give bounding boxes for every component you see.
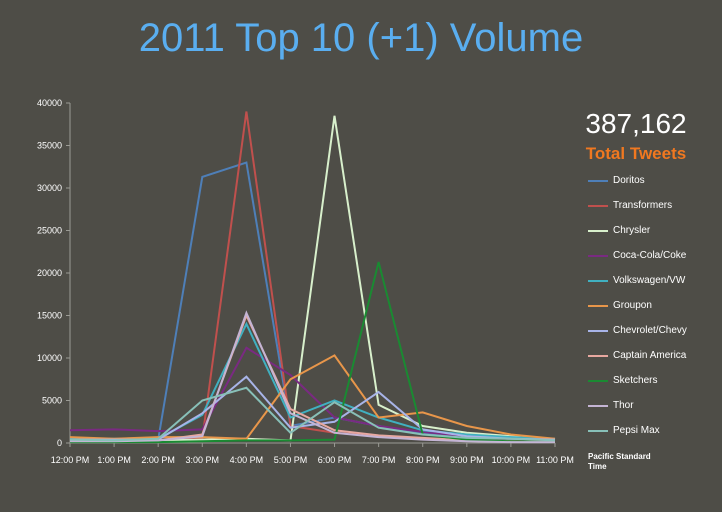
legend-label: Groupon	[613, 300, 652, 311]
y-tick-label: 35000	[37, 141, 62, 151]
legend-label: Captain America	[613, 350, 687, 361]
legend-label: Pepsi Max	[613, 425, 660, 436]
y-tick-label: 30000	[37, 183, 62, 193]
legend-swatch	[588, 404, 608, 407]
x-tick-label: 9:00 PM	[450, 455, 484, 465]
legend-item-captain-america: Captain America	[588, 343, 718, 368]
legend-swatch	[588, 354, 608, 357]
series-line-chrysler	[70, 115, 556, 442]
series-line-coca-cola-coke	[69, 346, 556, 441]
series-line-sketchers	[70, 261, 556, 444]
legend-item-transformers: Transformers	[588, 193, 718, 218]
legend-item-thor: Thor	[588, 393, 718, 418]
legend-item-pepsi-max: Pepsi Max	[588, 418, 718, 443]
y-tick-label: 40000	[37, 98, 62, 108]
legend-label: Doritos	[613, 175, 645, 186]
legend-swatch	[588, 429, 608, 432]
series-lines	[69, 111, 556, 444]
y-tick-label: 20000	[37, 268, 62, 278]
legend-label: Volkswagen/VW	[613, 275, 686, 286]
legend-item-coca-cola-coke: Coca-Cola/Coke	[588, 243, 718, 268]
legend-swatch	[588, 279, 608, 282]
series-line-doritos	[70, 161, 556, 442]
legend-item-sketchers: Sketchers	[588, 368, 718, 393]
legend-swatch	[588, 304, 608, 307]
x-tick-label: 11:00 PM	[536, 455, 574, 465]
legend-item-chevrolet-chevy: Chevrolet/Chevy	[588, 318, 718, 343]
legend-swatch	[588, 379, 608, 382]
legend-swatch	[588, 254, 608, 257]
x-tick-label: 6:00 PM	[318, 455, 352, 465]
series-line-thor	[70, 310, 555, 444]
legend-swatch	[588, 229, 608, 232]
legend-label: Sketchers	[613, 375, 658, 386]
legend-label: Thor	[613, 400, 634, 411]
x-tick-label: 8:00 PM	[406, 455, 440, 465]
y-tick-label: 10000	[37, 353, 62, 363]
legend-item-doritos: Doritos	[588, 168, 718, 193]
legend-item-groupon: Groupon	[588, 293, 718, 318]
chart-legend: Doritos Transformers Chrysler Coca-Cola/Cok…	[588, 168, 718, 443]
legend-swatch	[588, 329, 608, 332]
legend-label: Transformers	[613, 200, 673, 211]
x-tick-label: 10:00 PM	[492, 455, 531, 465]
total-tweets-number: 387,162	[585, 108, 687, 139]
legend-swatch	[588, 204, 608, 207]
y-axis-tick-labels: 0 5000 10000 15000 20000 25000 30000 35000 40000	[37, 98, 62, 448]
x-tick-label: 3:00 PM	[186, 455, 220, 465]
legend-item-chrysler: Chrysler	[588, 218, 718, 243]
legend-label: Chrysler	[613, 225, 651, 236]
legend-item-volkswagen-vw: Volkswagen/VW	[588, 268, 718, 293]
timezone-note: Pacific Standard Time	[588, 452, 651, 471]
legend-label: Chevrolet/Chevy	[613, 325, 687, 336]
series-line-pepsi-max	[69, 386, 556, 442]
y-tick-label: 0	[57, 438, 62, 448]
x-tick-label: 1:00 PM	[97, 455, 131, 465]
chart-title: 2011 Top 10 (+1) Volume	[138, 16, 584, 60]
x-tick-label: 5:00 PM	[274, 455, 308, 465]
x-tick-label: 7:00 PM	[362, 455, 396, 465]
x-tick-label: 12:00 PM	[51, 455, 90, 465]
y-tick-label: 25000	[37, 226, 62, 236]
x-axis-tick-labels: 12:00 PM 1:00 PM 2:00 PM 3:00 PM 4:00 PM 5:00…	[51, 455, 574, 465]
y-tick-label: 15000	[37, 311, 62, 321]
total-tweets-label: Total Tweets	[585, 144, 687, 163]
legend-swatch	[588, 179, 608, 182]
series-line-groupon	[69, 354, 556, 440]
x-tick-label: 4:00 PM	[230, 455, 264, 465]
y-tick-label: 5000	[42, 396, 62, 406]
legend-label: Coca-Cola/Coke	[613, 250, 687, 261]
x-tick-label: 2:00 PM	[141, 455, 175, 465]
